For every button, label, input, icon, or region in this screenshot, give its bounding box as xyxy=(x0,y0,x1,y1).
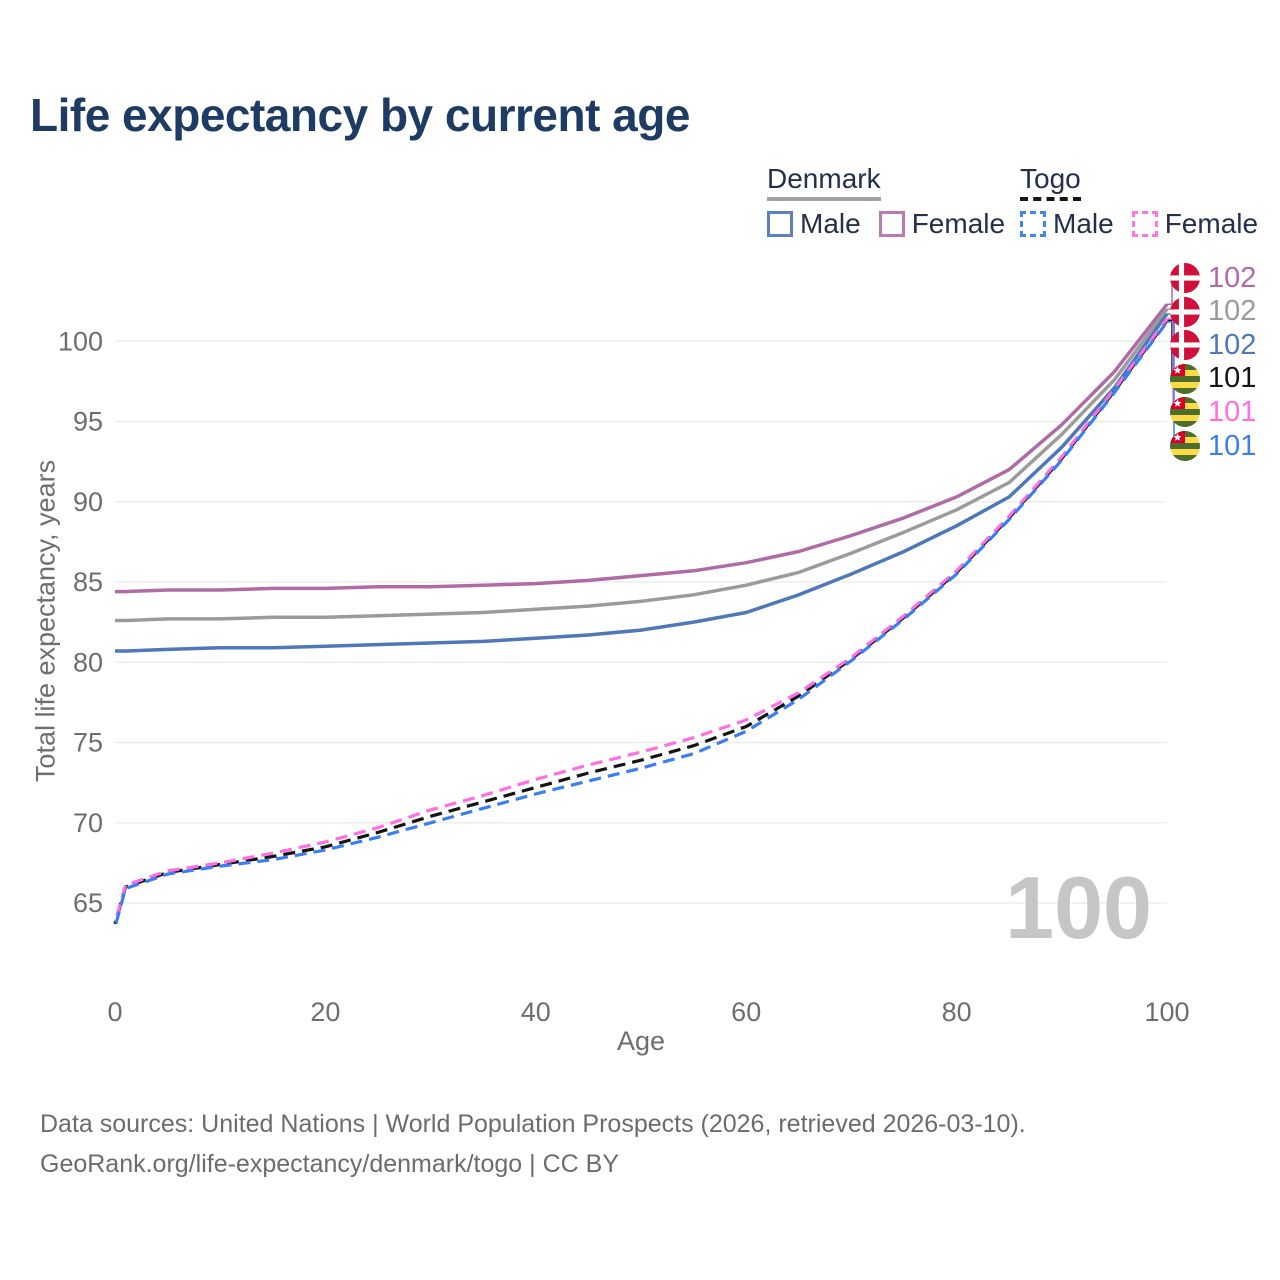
legend-denmark-title[interactable]: Denmark xyxy=(767,163,881,202)
legend-group-togo: Togo Male Female xyxy=(1020,163,1258,240)
y-axis-title: Total life expectancy, years xyxy=(30,459,61,783)
y-tick-label: 90 xyxy=(73,487,103,517)
series-line-denmark-all[interactable] xyxy=(115,308,1169,623)
denmark-male-checkbox[interactable] xyxy=(767,211,793,238)
end-label-value: 102 xyxy=(1208,328,1257,361)
legend-denmark-row: Male Female xyxy=(767,208,1005,240)
series-line-denmark-female[interactable] xyxy=(115,303,1169,594)
end-label-row-togo-female: 101 xyxy=(1170,395,1256,429)
x-tick-label: 20 xyxy=(310,997,340,1027)
end-label-row-togo-all: 101 xyxy=(1170,362,1256,396)
series-line-togo-all[interactable] xyxy=(113,319,1169,925)
y-tick-label: 75 xyxy=(73,728,103,758)
x-tick-label: 60 xyxy=(731,997,761,1027)
denmark-female-label: Female xyxy=(911,208,1006,240)
caption-line-2: GeoRank.org/life-expectancy/denmark/togo… xyxy=(40,1150,619,1178)
y-tick-label: 65 xyxy=(73,888,103,918)
legend-item-togo-female[interactable]: Female xyxy=(1131,208,1259,240)
togo-flag-icon xyxy=(1170,397,1200,428)
togo-male-label: Male xyxy=(1053,208,1114,240)
y-tick-label: 100 xyxy=(58,326,103,356)
caption-line-1: Data sources: United Nations | World Pop… xyxy=(40,1110,1026,1138)
legend-togo-title[interactable]: Togo xyxy=(1020,163,1081,202)
end-label-value: 101 xyxy=(1208,429,1257,462)
y-tick-label: 95 xyxy=(73,407,103,437)
x-tick-label: 80 xyxy=(942,997,972,1027)
denmark-flag-icon xyxy=(1170,296,1200,327)
series-line-denmark-male[interactable] xyxy=(115,312,1169,653)
end-label-value: 102 xyxy=(1208,295,1257,328)
end-label-row-denmark-female: 102 xyxy=(1170,261,1256,295)
denmark-male-label: Male xyxy=(800,208,861,240)
x-tick-label: 100 xyxy=(1144,997,1189,1027)
end-label-row-denmark-male: 102 xyxy=(1170,328,1256,362)
denmark-flag-icon xyxy=(1170,330,1200,361)
togo-male-checkbox[interactable] xyxy=(1020,211,1046,238)
togo-flag-icon xyxy=(1170,431,1200,461)
y-tick-label: 85 xyxy=(73,567,103,597)
x-axis-title: Age xyxy=(616,1026,666,1056)
legend-item-togo-male[interactable]: Male xyxy=(1020,208,1114,240)
data-source-caption: Data sources: United Nations | World Pop… xyxy=(40,1104,1026,1184)
togo-female-label: Female xyxy=(1164,208,1259,240)
end-label-value: 101 xyxy=(1208,395,1257,428)
end-label-row-denmark-all: 102 xyxy=(1170,295,1256,329)
legend-togo-row: Male Female xyxy=(1020,208,1258,240)
legend-item-denmark-female[interactable]: Female xyxy=(878,208,1006,240)
legend-group-denmark: Denmark Male Female xyxy=(767,163,1005,240)
x-tick-label: 0 xyxy=(107,997,122,1027)
series-line-togo-female[interactable] xyxy=(113,317,1169,923)
y-tick-label: 80 xyxy=(73,647,103,677)
end-label-row-togo-male: 101 xyxy=(1170,429,1256,463)
end-label-value: 102 xyxy=(1208,261,1257,294)
togo-female-checkbox[interactable] xyxy=(1131,211,1158,238)
chart-title: Life expectancy by current age xyxy=(30,89,690,141)
legend-item-denmark-male[interactable]: Male xyxy=(767,208,861,240)
series-line-togo-male[interactable] xyxy=(113,321,1169,928)
togo-flag-icon xyxy=(1170,363,1200,394)
denmark-flag-icon xyxy=(1170,263,1200,293)
y-tick-label: 70 xyxy=(73,808,103,838)
age-watermark: 100 xyxy=(1005,858,1152,957)
x-tick-label: 40 xyxy=(521,997,551,1027)
denmark-female-checkbox[interactable] xyxy=(878,211,905,238)
end-label-value: 101 xyxy=(1208,362,1257,395)
